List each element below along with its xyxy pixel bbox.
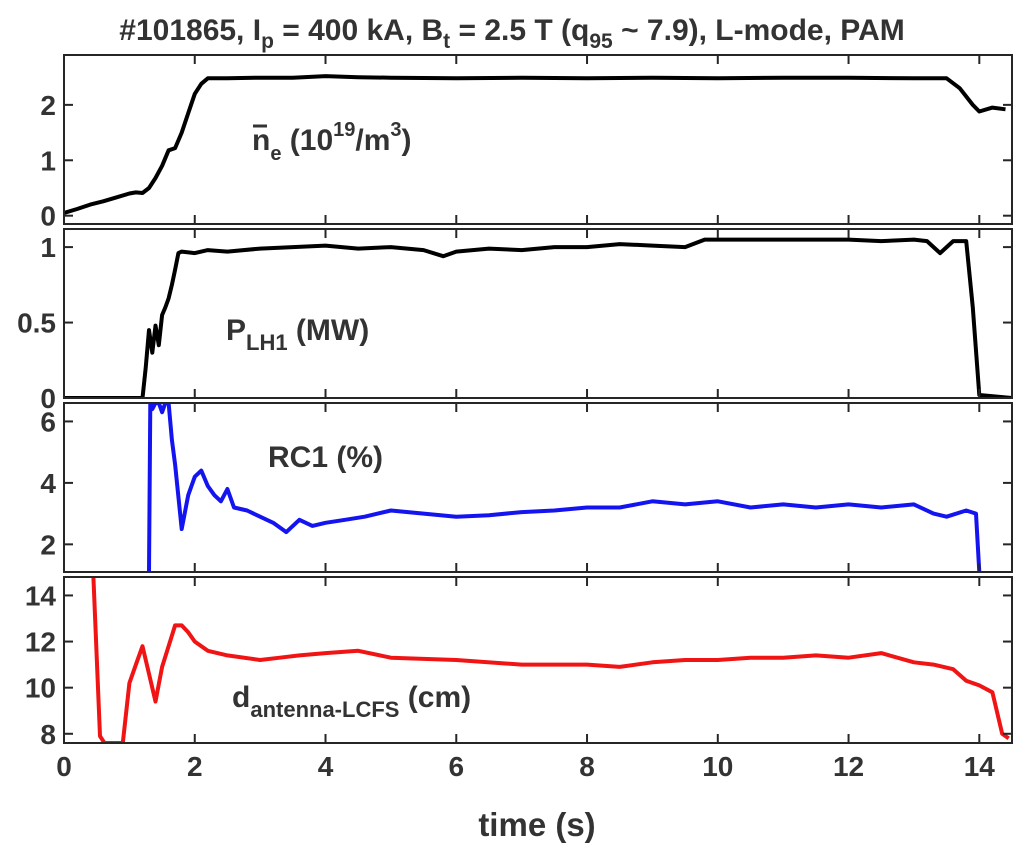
x-axis-label: time (s)	[478, 806, 595, 843]
reflection-label: RC1 (%)	[268, 441, 383, 474]
label-base: )	[402, 124, 412, 157]
series-line	[91, 577, 1010, 743]
label-sub: LH1	[246, 330, 288, 355]
y-tick-label: 0	[40, 383, 56, 414]
y-tick-label: 6	[40, 406, 56, 437]
series-line	[147, 403, 982, 572]
title-subscript: p	[261, 30, 274, 53]
y-tick-label: 0.5	[17, 308, 56, 339]
series-line	[64, 237, 1012, 398]
y-tick-label: 2	[40, 529, 56, 560]
label-base: (MW)	[288, 314, 370, 347]
gap-label: dantenna-LCFS (cm)	[232, 681, 471, 722]
x-tick-label: 10	[702, 751, 733, 782]
panel-2: 0 0.5 1 PLH1 (MW)	[17, 228, 1013, 414]
title-text: = 400 kA, B	[274, 14, 443, 47]
y-tick-label: 4	[40, 468, 56, 499]
axes-frame	[63, 228, 1013, 399]
label-sub: e	[270, 143, 281, 165]
y-tick-label: 14	[25, 580, 57, 611]
label-base: RC1 (%)	[268, 441, 383, 474]
density-label: ne (1019/m3)	[252, 119, 412, 165]
axes-frame	[63, 54, 1013, 225]
y-tick-label: 12	[25, 627, 56, 658]
y-tick-label: 10	[25, 673, 56, 704]
power-label: PLH1 (MW)	[226, 314, 369, 355]
y-tick-label: 1	[40, 232, 56, 263]
y-tick-label: 2	[40, 90, 56, 121]
x-tick-label: 2	[187, 751, 203, 782]
x-tick-label: 12	[833, 751, 864, 782]
title-subscript: 95	[589, 30, 613, 53]
panel-4: 8 10 12 14 0 2 4 6 8 10 12 14 dantenna-LCFS (cm)	[25, 576, 1013, 782]
x-tick-label: 14	[964, 751, 996, 782]
label-base: P	[226, 314, 246, 347]
axes-frame	[63, 576, 1013, 744]
axes-frame	[63, 402, 1013, 573]
y-tick-label: 1	[40, 145, 56, 176]
y-tick-label: 8	[40, 719, 56, 750]
x-tick-label: 6	[448, 751, 464, 782]
label-base: /m	[355, 124, 390, 157]
figure-title: #101865, Ip = 400 kA, Bt = 2.5 T (q95 ~ …	[119, 14, 904, 53]
y-tick-label: 0	[40, 201, 56, 232]
title-text: = 2.5 T (q	[450, 14, 589, 47]
panel-1: 0 1 2 ne (1019/m3)	[40, 54, 1013, 232]
label-sup: 19	[333, 119, 355, 141]
panel-3: 2 4 6 RC1 (%)	[40, 402, 1013, 573]
series-line	[64, 74, 1006, 215]
x-tick-label: 0	[56, 751, 72, 782]
label-base: n	[252, 124, 270, 157]
label-sub: antenna-LCFS	[250, 697, 399, 722]
title-subscript: t	[443, 30, 450, 53]
label-base: (10	[281, 124, 333, 157]
title-text: #101865, I	[119, 14, 261, 47]
label-base: d	[232, 681, 250, 714]
title-text: ~ 7.9), L-mode, PAM	[613, 14, 905, 47]
x-tick-label: 4	[318, 751, 334, 782]
label-base: (cm)	[399, 681, 471, 714]
x-tick-label: 8	[579, 751, 595, 782]
label-sup: 3	[390, 119, 401, 141]
